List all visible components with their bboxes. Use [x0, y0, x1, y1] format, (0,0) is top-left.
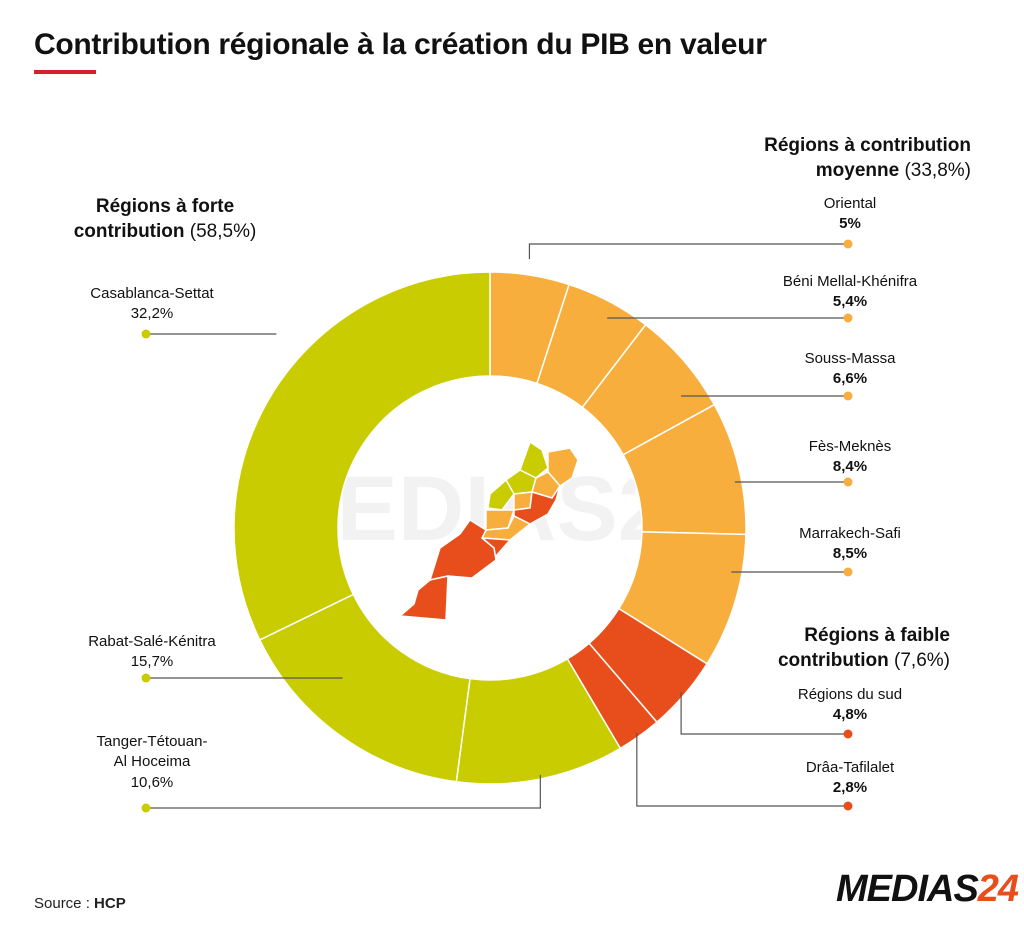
- label-tanger-name1: Tanger-Tétouan-: [96, 733, 208, 750]
- map-region-marrakech: [485, 509, 516, 531]
- group-title-medium-pct: (33,8%): [904, 159, 971, 181]
- label-souss-value: 6,6%: [832, 370, 868, 388]
- label-rabat: Rabat-Salé-Kénitra 15,7%: [52, 632, 252, 673]
- leader-lines: [141, 239, 853, 813]
- leader-dot: [843, 239, 853, 249]
- title-accent-bar: [34, 70, 96, 74]
- leader-line: [636, 732, 848, 807]
- leader-dot: [141, 673, 151, 683]
- label-beni: Béni Mellal-Khénifra 5,4%: [745, 272, 955, 313]
- label-draa: Drâa-Tafilalet 2,8%: [760, 758, 940, 799]
- group-title-strong-pct: (58,5%): [189, 220, 257, 242]
- leader-dot: [843, 477, 853, 487]
- label-draa-name: Drâa-Tafilalet: [805, 759, 895, 776]
- group-title-weak-line1: Régions à faible: [804, 625, 950, 646]
- label-sud-value: 4,8%: [832, 706, 868, 724]
- chart-title: Contribution régionale à la création du …: [34, 28, 767, 61]
- leader-line: [528, 243, 848, 260]
- label-marrakech: Marrakech-Safi 8,5%: [760, 524, 940, 565]
- label-beni-name: Béni Mellal-Khénifra: [782, 273, 918, 290]
- group-title-strong: Régions à forte contribution (58,5%): [50, 195, 280, 244]
- leader-dot: [141, 803, 151, 813]
- label-draa-value: 2,8%: [832, 779, 868, 797]
- source-note: Source : HCP: [34, 895, 126, 912]
- label-souss: Souss-Massa 6,6%: [760, 349, 940, 390]
- label-casablanca-name: Casablanca-Settat: [90, 285, 214, 302]
- group-title-strong-line2: contribution: [73, 220, 185, 242]
- label-fes-name: Fès-Meknès: [808, 438, 892, 455]
- map-region-casablanca: [487, 478, 515, 511]
- label-marrakech-name: Marrakech-Safi: [799, 525, 901, 542]
- group-title-weak-pct: (7,6%): [894, 649, 950, 671]
- label-souss-name: Souss-Massa: [804, 350, 896, 367]
- map-region-sud-2: [428, 518, 497, 582]
- map-region-beni: [513, 491, 533, 511]
- leader-dot: [141, 329, 151, 339]
- leader-dot: [843, 313, 853, 323]
- label-tanger: Tanger-Tétouan- Al Hoceima 10,6%: [52, 732, 252, 793]
- label-oriental-value: 5%: [839, 215, 861, 233]
- brand-logo-text: MEDIAS: [836, 868, 979, 910]
- label-casablanca: Casablanca-Settat 32,2%: [52, 284, 252, 325]
- label-casablanca-value: 32,2%: [130, 305, 174, 323]
- map-region-draa: [513, 485, 561, 525]
- label-rabat-name: Rabat-Salé-Kénitra: [88, 633, 216, 650]
- group-title-strong-line1: Régions à forte: [95, 196, 235, 217]
- label-oriental-name: Oriental: [823, 195, 877, 212]
- group-title-medium: Régions à contribution moyenne (33,8%): [726, 134, 971, 183]
- morocco-map: [398, 440, 579, 621]
- leader-line: [680, 692, 848, 735]
- group-title-medium-line2: moyenne: [815, 159, 900, 181]
- leader-dot: [843, 391, 853, 401]
- label-sud-name: Régions du sud: [797, 686, 903, 703]
- brand-logo: MEDIAS24: [836, 868, 1019, 911]
- brand-logo-number: 24: [977, 868, 1019, 910]
- label-oriental: Oriental 5%: [760, 194, 940, 235]
- leader-dot: [843, 801, 853, 811]
- label-fes-value: 8,4%: [832, 458, 868, 476]
- group-title-weak-line2: contribution: [777, 649, 889, 671]
- donut-slices: [233, 271, 747, 785]
- group-title-weak: Régions à faible contribution (7,6%): [730, 624, 950, 673]
- label-sud: Régions du sud 4,8%: [760, 685, 940, 726]
- label-fes: Fès-Meknès 8,4%: [760, 437, 940, 478]
- leader-line: [146, 774, 541, 809]
- label-beni-value: 5,4%: [832, 293, 868, 311]
- source-value: HCP: [94, 895, 126, 912]
- slice-casablanca-settat: [233, 271, 491, 641]
- label-marrakech-value: 8,5%: [832, 545, 868, 563]
- label-tanger-value: 10,6%: [130, 773, 174, 791]
- leader-dot: [843, 729, 853, 739]
- source-label: Source :: [34, 895, 90, 912]
- map-region-sud-3: [398, 575, 449, 621]
- group-title-medium-line1: Régions à contribution: [764, 135, 971, 156]
- leader-dot: [843, 567, 853, 577]
- label-rabat-value: 15,7%: [130, 653, 174, 671]
- label-tanger-name2: Al Hoceima: [113, 753, 191, 771]
